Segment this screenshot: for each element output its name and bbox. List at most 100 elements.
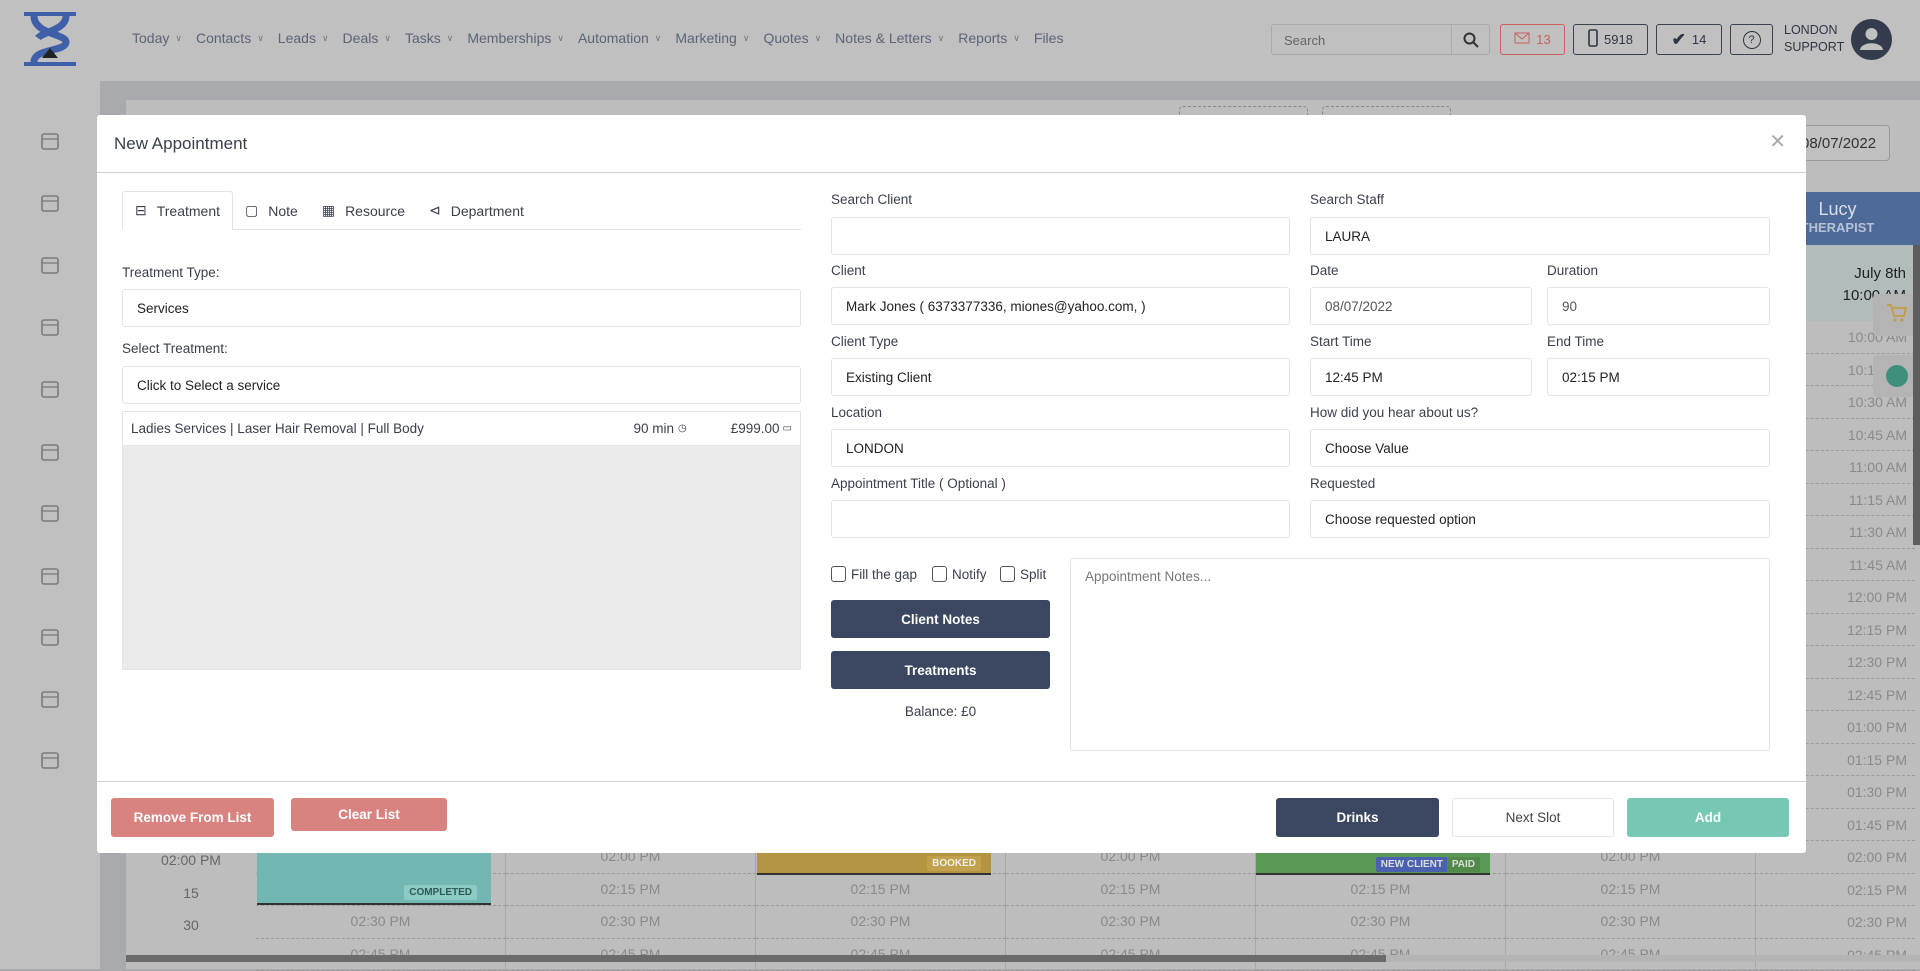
appointment-title-input[interactable] (831, 500, 1290, 538)
report-icon[interactable] (38, 625, 62, 649)
mail-icon (1514, 32, 1530, 47)
copy-icon[interactable] (38, 253, 62, 277)
tab-resource[interactable]: ▦Resource (310, 191, 417, 230)
scrollbar-thumb[interactable] (126, 955, 1386, 962)
lock-icon[interactable] (38, 748, 62, 772)
appointment-block-booked[interactable]: BOOKED (757, 853, 991, 875)
calendar-slot[interactable]: 02:30 PM (256, 906, 506, 939)
close-icon[interactable]: ✕ (1769, 129, 1786, 154)
nav-item-quotes[interactable]: Quotes∨ (763, 30, 821, 46)
checkbox-box[interactable] (831, 566, 846, 582)
calendar-slot[interactable]: 02:30 PM (1256, 906, 1506, 939)
checkbox-label: Split (1020, 567, 1046, 582)
drinks-button[interactable]: Drinks (1276, 798, 1439, 837)
checkbox-box[interactable] (932, 566, 947, 582)
search-input[interactable]: Search (1271, 24, 1490, 55)
checkbox-label: Notify (952, 567, 987, 582)
select-treatment-input[interactable]: Click to Select a service (122, 366, 801, 404)
calendar-slot[interactable]: 02:30 PM (756, 906, 1006, 939)
client-input[interactable]: Mark Jones ( 6373377336, miones@yahoo.co… (831, 287, 1290, 325)
nav-item-notes-letters[interactable]: Notes & Letters∨ (835, 30, 944, 46)
chevron-down-icon: ∨ (938, 33, 945, 44)
tab-treatment[interactable]: ⊟Treatment (122, 191, 233, 230)
date-input[interactable]: 08/07/2022 (1310, 287, 1532, 325)
calendar-slot[interactable]: 02:15 PM (1006, 874, 1256, 907)
treatment-type-select[interactable]: Services (122, 289, 801, 327)
duration-input[interactable]: 90 (1547, 287, 1770, 325)
heard-about-select[interactable]: Choose Value (1310, 429, 1770, 467)
help-button[interactable]: ? (1730, 24, 1773, 55)
end-time-input[interactable]: 02:15 PM (1547, 358, 1770, 396)
balance-text: Balance: £0 (831, 704, 1050, 719)
nav-item-memberships[interactable]: Memberships∨ (467, 30, 564, 46)
modal-header: New Appointment ✕ (97, 115, 1806, 173)
calendar-icon[interactable] (38, 129, 62, 153)
chevron-down-icon: ∨ (384, 33, 391, 44)
tab-department[interactable]: ⊲Department (417, 191, 536, 230)
gift-icon[interactable] (38, 440, 62, 464)
logo[interactable] (24, 12, 76, 66)
calendar-slot[interactable]: 02:15 PM (756, 874, 1006, 907)
requested-select[interactable]: Choose requested option (1310, 500, 1770, 538)
split-checkbox[interactable]: Split (1000, 566, 1046, 582)
user-name[interactable]: LONDON SUPPORT (1784, 22, 1844, 56)
booked-badge: BOOKED (927, 856, 981, 871)
nav-item-today[interactable]: Today∨ (132, 30, 182, 46)
calendar-slot[interactable]: 02:15 PM (506, 874, 756, 907)
checkbox-box[interactable] (1000, 566, 1015, 582)
nav-item-reports[interactable]: Reports∨ (958, 30, 1020, 46)
remove-from-list-button[interactable]: Remove From List (111, 798, 274, 837)
nav-item-automation[interactable]: Automation∨ (578, 30, 661, 46)
nav-item-contacts[interactable]: Contacts∨ (196, 30, 264, 46)
search-placeholder: Search (1272, 25, 1451, 54)
notify-checkbox[interactable]: Notify (932, 566, 987, 582)
calendar-slot[interactable]: 02:30 PM (1006, 906, 1256, 939)
appointment-notes-textarea[interactable]: Appointment Notes... (1070, 558, 1770, 751)
treatments-button[interactable]: Treatments (831, 651, 1050, 689)
location-select[interactable]: LONDON (831, 429, 1290, 467)
tasks-button[interactable]: ✔ 14 (1656, 24, 1722, 55)
time-slot[interactable]: 02:15 PM (1755, 874, 1915, 907)
search-icon[interactable] (1451, 25, 1489, 54)
calendar-slot[interactable]: 02:30 PM (1506, 906, 1756, 939)
fill-the-gap-checkbox[interactable]: Fill the gap (831, 566, 917, 582)
vertical-scrollbar[interactable] (1913, 245, 1920, 545)
search-staff-input[interactable]: LAURA (1310, 217, 1770, 255)
clear-list-button[interactable]: Clear List (291, 798, 447, 831)
time-slot[interactable]: 02:30 PM (1755, 906, 1915, 939)
cube-icon[interactable] (38, 191, 62, 215)
user-icon (1851, 19, 1892, 60)
client-label: Client (831, 263, 866, 278)
user-sync-icon[interactable] (38, 687, 62, 711)
appointment-block-completed[interactable]: COMPLETED (257, 853, 491, 905)
search-client-input[interactable] (831, 217, 1290, 255)
next-slot-button[interactable]: Next Slot (1452, 798, 1614, 837)
nav-item-deals[interactable]: Deals∨ (343, 30, 391, 46)
tasks-count: 14 (1692, 32, 1706, 47)
modal-tabs: ⊟Treatment▢Note▦Resource⊲Department (122, 191, 801, 230)
location-label: Location (831, 405, 882, 420)
basket-icon[interactable] (38, 315, 62, 339)
avatar[interactable] (1851, 19, 1892, 60)
nav-item-leads[interactable]: Leads∨ (278, 30, 329, 46)
phone-button[interactable]: 5918 (1573, 24, 1648, 55)
time-row-label: 15 (126, 878, 256, 908)
client-notes-button[interactable]: Client Notes (831, 600, 1050, 638)
tab-note[interactable]: ▢Note (233, 191, 310, 230)
add-button[interactable]: Add (1627, 798, 1789, 837)
treatment-list-item[interactable]: Ladies Services | Laser Hair Removal | F… (123, 412, 800, 446)
calendar-slot[interactable]: 02:15 PM (1256, 874, 1506, 907)
mail-button[interactable]: 13 (1500, 24, 1565, 55)
nav-item-tasks[interactable]: Tasks∨ (405, 30, 453, 46)
nav-item-files[interactable]: Files (1034, 30, 1064, 46)
start-time-input[interactable]: 12:45 PM (1310, 358, 1532, 396)
horizontal-scrollbar[interactable] (126, 955, 1920, 962)
calendar-slot[interactable]: 02:30 PM (506, 906, 756, 939)
calendar-slot[interactable]: 02:15 PM (1506, 874, 1756, 907)
nav-item-marketing[interactable]: Marketing∨ (675, 30, 749, 46)
history-icon[interactable] (38, 377, 62, 401)
price-tag-icon[interactable] (38, 564, 62, 588)
client-type-select[interactable]: Existing Client (831, 358, 1290, 396)
cart-icon[interactable] (38, 501, 62, 525)
